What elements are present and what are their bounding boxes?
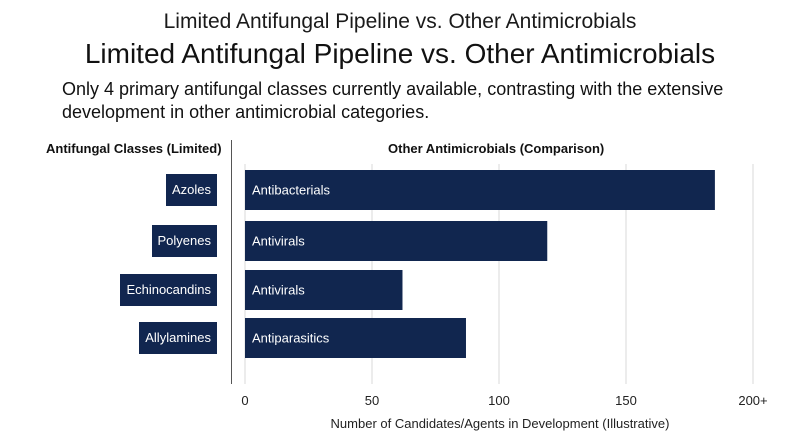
- subtitle-line-2: development in other antimicrobial categ…: [62, 102, 430, 122]
- x-tick-label-3: 150: [615, 393, 637, 408]
- left-panel-title: Antifungal Classes (Limited): [46, 141, 222, 156]
- chart-title: Limited Antifungal Pipeline vs. Other An…: [84, 38, 716, 69]
- x-tick-label-4: 200+: [738, 393, 767, 408]
- x-tick-label-1: 50: [365, 393, 379, 408]
- bar-2: [245, 270, 403, 310]
- bar-1: [245, 221, 548, 261]
- bar-0: [245, 170, 715, 210]
- bar-label-3: Antiparasitics: [252, 331, 330, 346]
- antifungal-class-box: Allylamines: [139, 322, 217, 354]
- antifungal-class-box: Polyenes: [151, 225, 217, 257]
- x-tick-label-0: 0: [241, 393, 248, 408]
- chart-suptitle: Limited Antifungal Pipeline vs. Other An…: [163, 10, 637, 33]
- antifungal-class-box: Azoles: [165, 174, 217, 206]
- x-tick-label-2: 100: [488, 393, 510, 408]
- bar-label-1: Antivirals: [252, 234, 305, 249]
- bar-label-2: Antivirals: [252, 283, 305, 298]
- subtitle-line-1: Only 4 primary antifungal classes curren…: [62, 79, 724, 99]
- panel-divider: [231, 140, 232, 384]
- right-panel-title: Other Antimicrobials (Comparison): [388, 141, 605, 156]
- antifungal-class-box: Echinocandins: [120, 274, 217, 306]
- bar-label-0: Antibacterials: [252, 183, 331, 198]
- chart-subtitle: Only 4 primary antifungal classes curren…: [62, 78, 782, 124]
- x-axis-label: Number of Candidates/Agents in Developme…: [331, 416, 670, 431]
- bar-3: [245, 318, 466, 358]
